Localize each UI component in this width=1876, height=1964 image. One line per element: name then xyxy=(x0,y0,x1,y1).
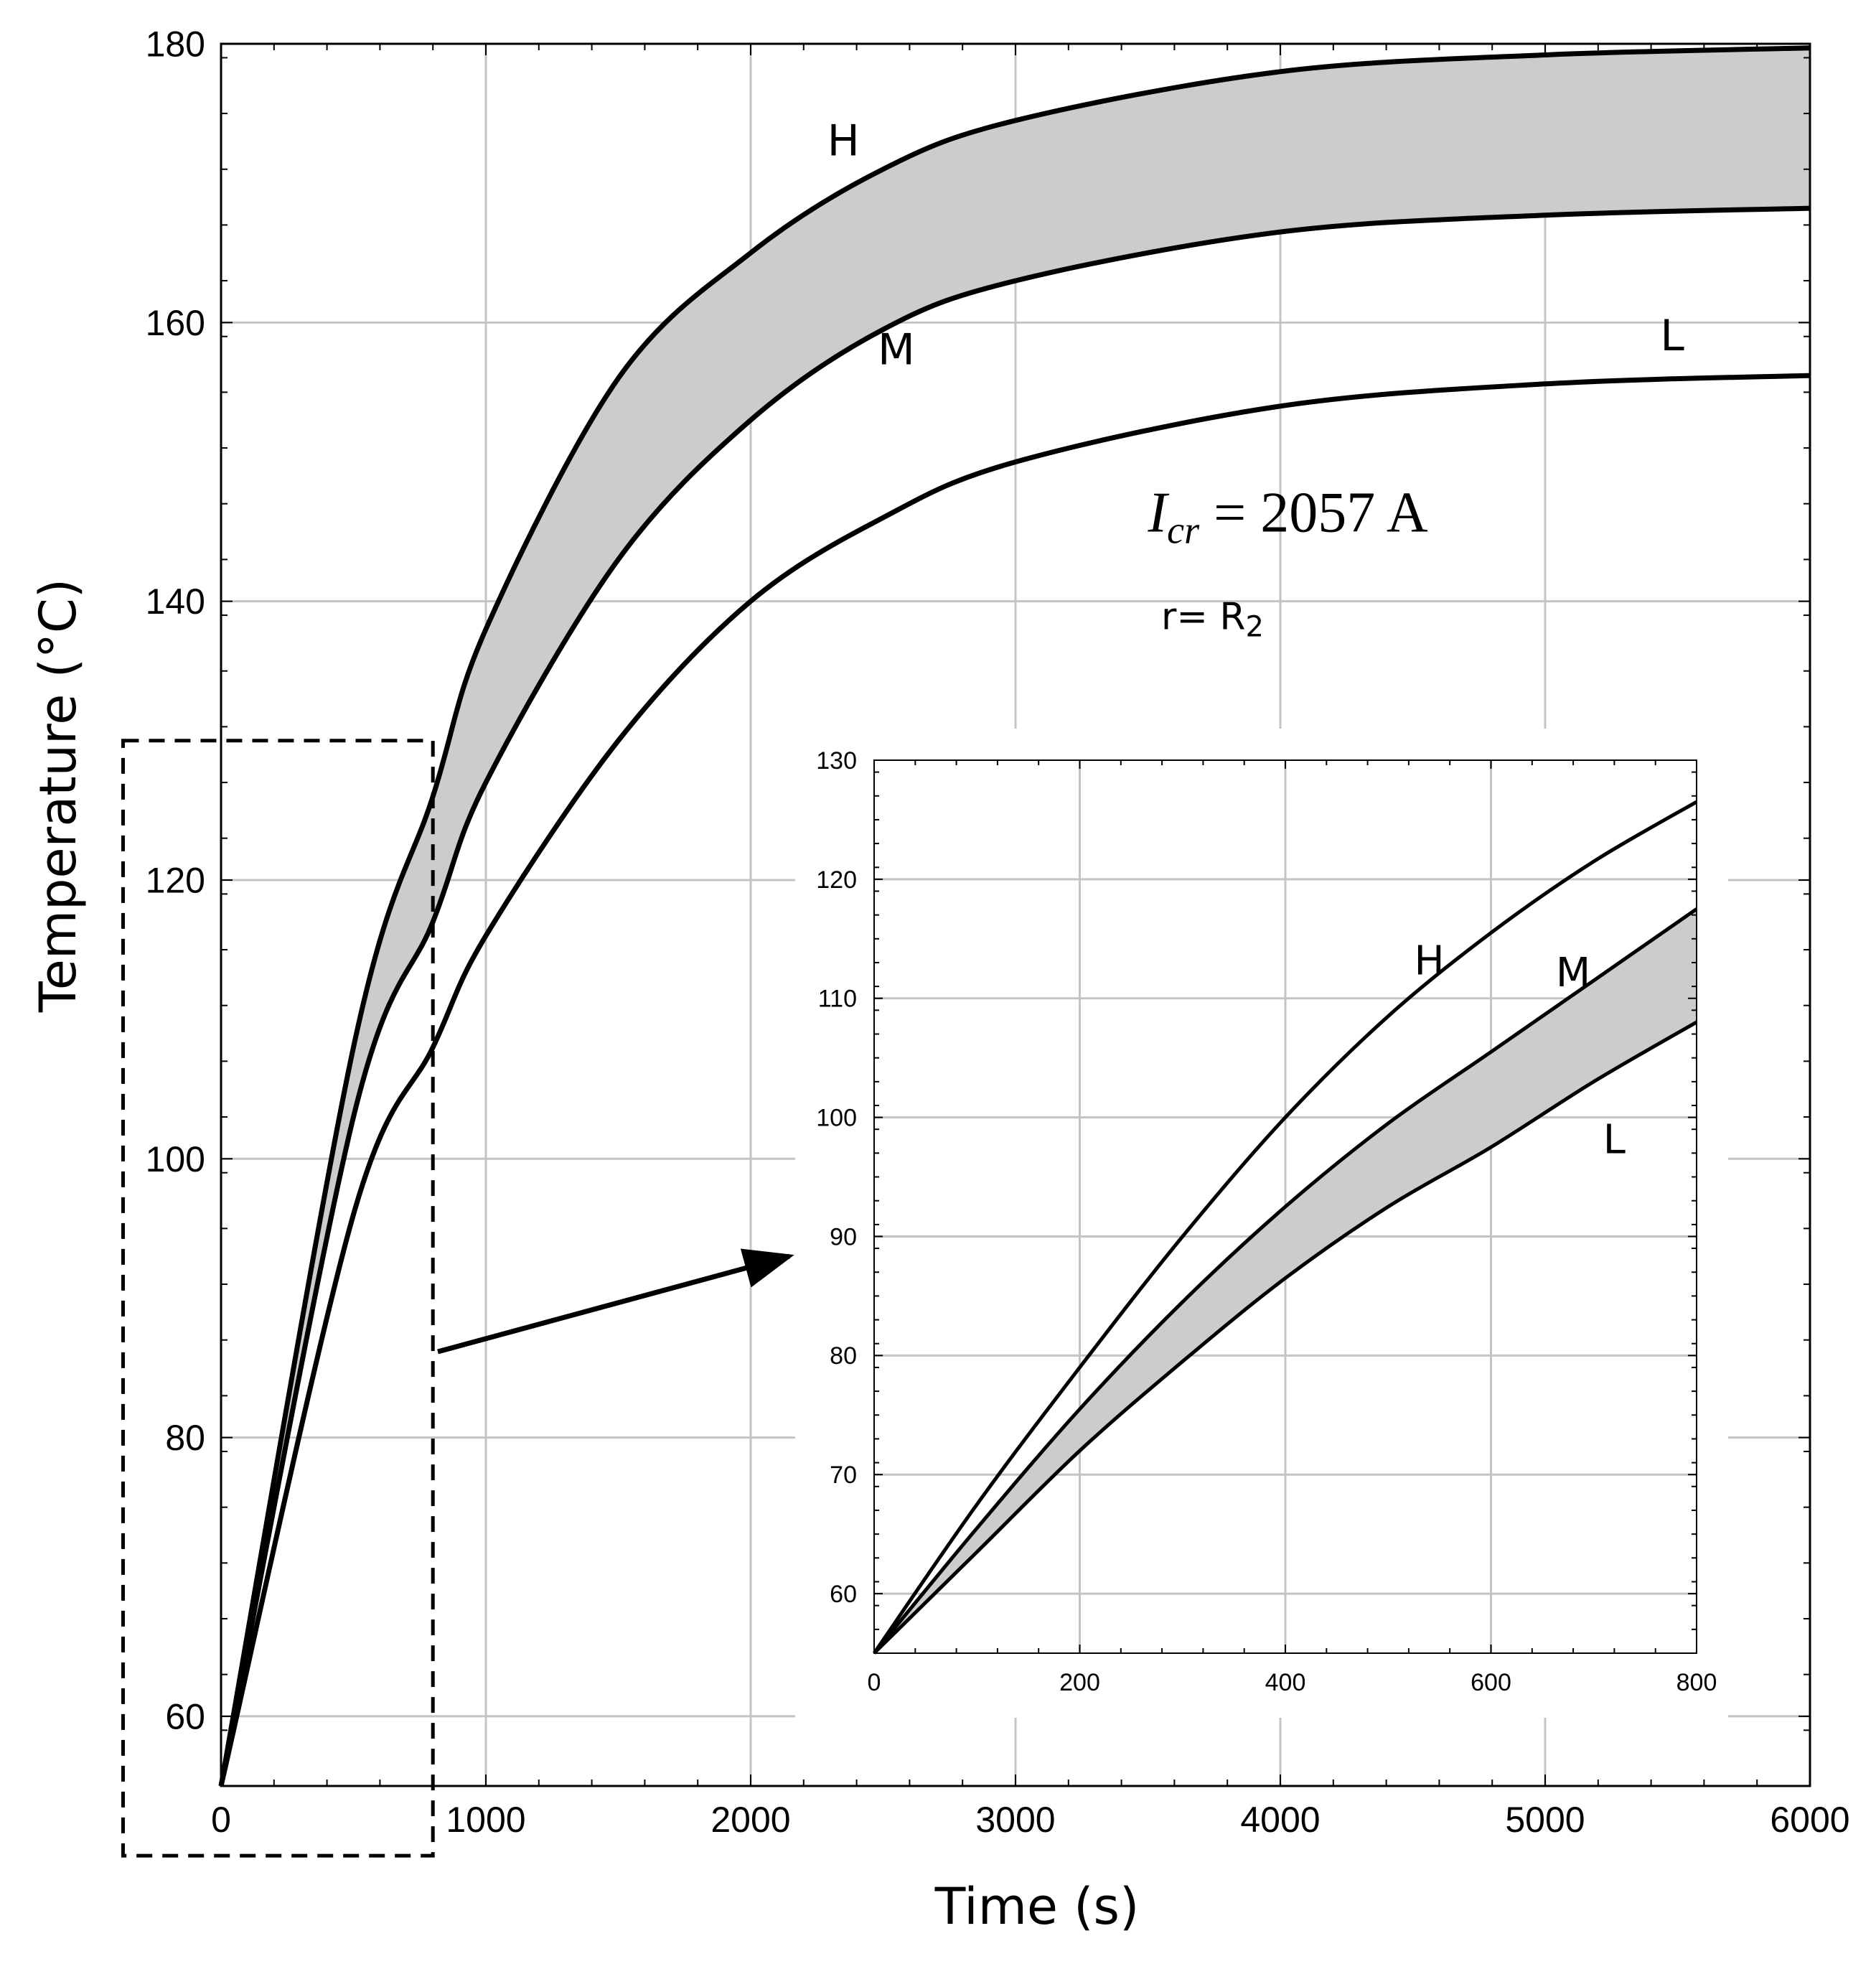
critical-current-annotation: Icr = 2057 A xyxy=(1148,482,1428,552)
inset-x-tick-label: 0 xyxy=(868,1669,881,1696)
main-tick-marks xyxy=(220,43,1811,1787)
main-y-tick-label: 100 xyxy=(146,1139,205,1179)
annotation-main: I xyxy=(1148,482,1170,545)
annotation-rest: = 2057 A xyxy=(1199,482,1428,545)
main-y-tick-label: 180 xyxy=(146,24,205,65)
main-series-h xyxy=(218,45,1811,1787)
inset-curve-label-h: H xyxy=(1414,938,1444,985)
main-shaded-band xyxy=(221,47,1810,1786)
inset-background xyxy=(795,729,1728,1718)
zoom-indicator xyxy=(121,739,794,1858)
annotation-subscript: 2 xyxy=(1246,610,1264,643)
main-x-tick-label: 1000 xyxy=(446,1800,525,1840)
zoom-box xyxy=(121,739,435,1858)
inset-y-tick-label: 60 xyxy=(830,1581,857,1608)
inset-plot: 0 200 400 600 800 60 70 80 90 100 110 120 130 H M L xyxy=(795,729,1728,1718)
main-plot: 0 1000 2000 3000 4000 5000 6000608010012014016… xyxy=(29,24,1850,1937)
main-series-m xyxy=(218,205,1811,1787)
main-y-tick-label: 120 xyxy=(146,860,205,900)
main-curve-label-l: L xyxy=(1660,311,1684,361)
main-x-tick-label: 4000 xyxy=(1240,1800,1320,1840)
main-y-tick-label: 160 xyxy=(146,303,205,343)
inset-y-tick-label: 110 xyxy=(818,986,857,1013)
inset-curve-label-m: M xyxy=(1556,950,1590,996)
y-axis-title: Temperature (°C) xyxy=(29,579,88,1013)
annotation-main: r= R xyxy=(1161,595,1246,638)
inset-x-tick-label: 200 xyxy=(1059,1669,1100,1696)
main-x-tick-label: 0 xyxy=(211,1800,231,1840)
inset-shaded-band xyxy=(874,909,1697,1653)
inset-tick-marks xyxy=(873,759,1697,1654)
inset-y-tick-label: 100 xyxy=(816,1105,857,1132)
main-series-l xyxy=(218,373,1811,1787)
inset-x-tick-label: 400 xyxy=(1265,1669,1306,1696)
annotation-subscript: cr xyxy=(1167,509,1200,552)
inset-series-m xyxy=(873,907,1698,1655)
inset-y-tick-label: 90 xyxy=(830,1223,857,1250)
inset-series-h xyxy=(872,800,1698,1655)
inset-y-tick-label: 70 xyxy=(830,1462,857,1489)
main-y-tick-label: 60 xyxy=(165,1696,205,1736)
inset-y-tick-label: 130 xyxy=(816,747,857,775)
main-x-tick-label: 5000 xyxy=(1505,1800,1585,1840)
main-y-tick-label: 140 xyxy=(146,581,205,622)
zoom-arrow xyxy=(437,1248,794,1355)
main-x-tick-label: 6000 xyxy=(1770,1800,1849,1840)
inset-series-l xyxy=(873,1020,1698,1655)
inset-y-tick-label: 120 xyxy=(816,866,857,894)
inset-x-tick-label: 800 xyxy=(1676,1669,1717,1696)
main-curve-label-h: H xyxy=(827,116,860,166)
main-curve-label-m: M xyxy=(878,325,915,375)
inset-x-tick-label: 600 xyxy=(1471,1669,1511,1696)
main-x-tick-label: 3000 xyxy=(975,1800,1055,1840)
inset-y-tick-label: 80 xyxy=(830,1342,857,1370)
radius-annotation: r= R2 xyxy=(1161,595,1264,643)
x-axis-title: Time (s) xyxy=(934,1877,1140,1936)
inset-curve-label-l: L xyxy=(1603,1116,1626,1163)
main-y-tick-label: 80 xyxy=(165,1418,205,1458)
main-x-tick-label: 2000 xyxy=(710,1800,790,1840)
